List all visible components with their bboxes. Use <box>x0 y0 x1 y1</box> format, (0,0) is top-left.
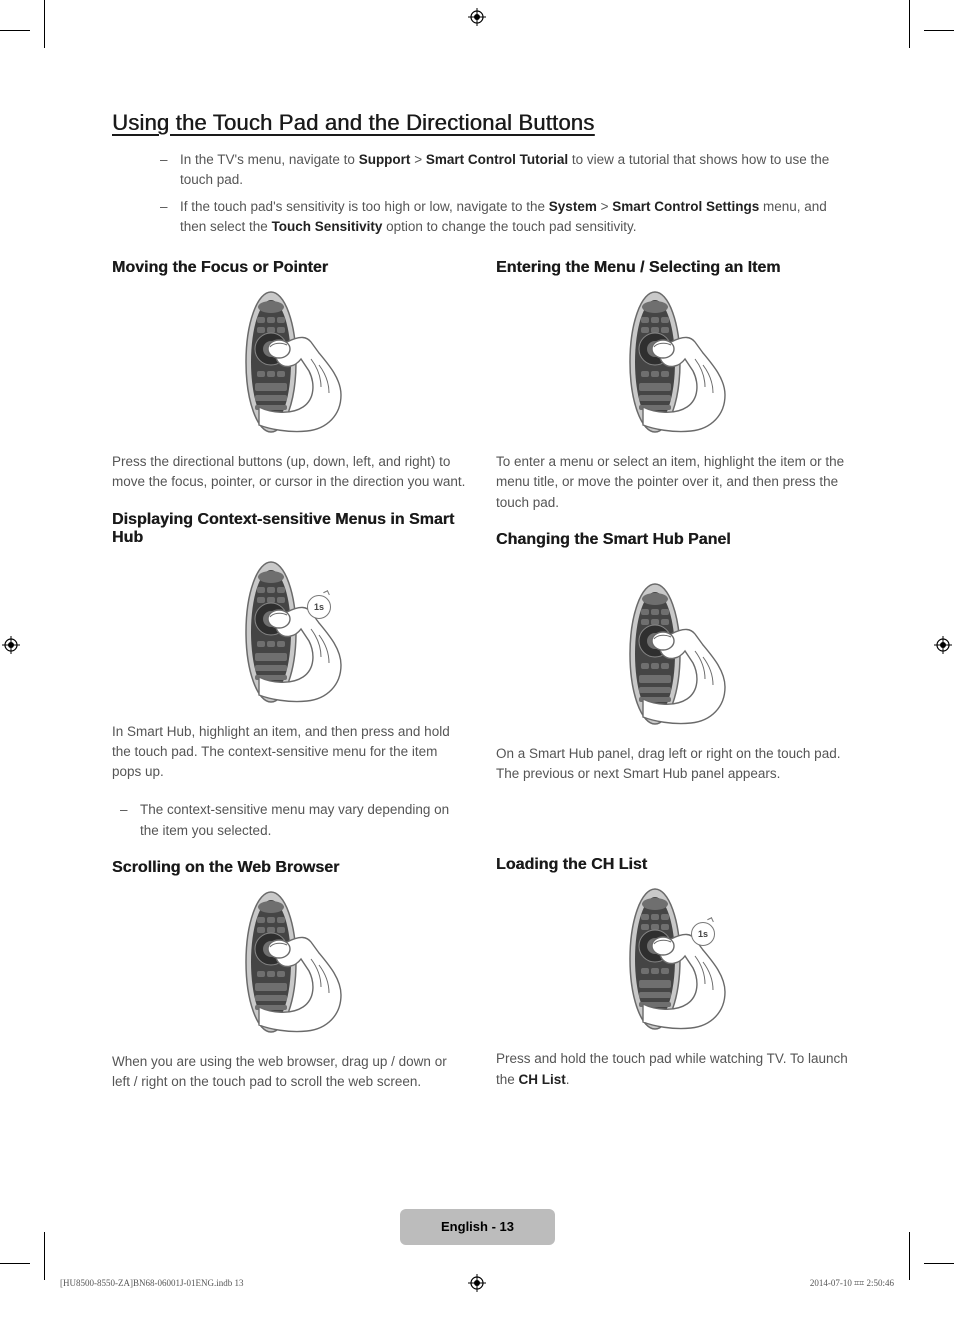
remote-illustration <box>112 887 466 1042</box>
section-description: To enter a menu or select an item, highl… <box>496 452 850 513</box>
intro-item: In the TV's menu, navigate to Support > … <box>170 150 850 191</box>
print-footer: [HU8500-8550-ZA]BN68-06001J-01ENG.indb 1… <box>60 1278 894 1289</box>
remote-illustration: 1s <box>496 884 850 1039</box>
remote-illustration: 1s <box>112 557 466 712</box>
registration-mark-icon <box>2 636 20 654</box>
section-title: Loading the CH List <box>496 856 850 874</box>
page-number-pill: English - 13 <box>400 1209 555 1245</box>
left-column: Moving the Focus or Pointer Press the di… <box>112 259 466 1110</box>
section-description: On a Smart Hub panel, drag left or right… <box>496 744 850 785</box>
section-description: Press the directional buttons (up, down,… <box>112 452 466 493</box>
section-description: In Smart Hub, highlight an item, and the… <box>112 722 466 783</box>
section-title: Changing the Smart Hub Panel <box>496 531 850 549</box>
page-title: Using the Touch Pad and the Directional … <box>112 110 850 136</box>
intro-list: In the TV's menu, navigate to Support > … <box>130 150 850 237</box>
remote-illustration <box>496 579 850 734</box>
registration-mark-icon <box>934 636 952 654</box>
remote-illustration <box>496 287 850 442</box>
footer-timestamp: 2014-07-10 ⌗⌗ 2:50:46 <box>810 1278 894 1289</box>
intro-item: If the touch pad's sensitivity is too hi… <box>170 197 850 238</box>
footer-filename: [HU8500-8550-ZA]BN68-06001J-01ENG.indb 1… <box>60 1278 243 1289</box>
section-note: The context-sensitive menu may vary depe… <box>112 800 466 841</box>
section-title: Displaying Context-sensitive Menus in Sm… <box>112 511 466 547</box>
hold-timer-icon: 1s <box>307 595 331 619</box>
right-column: Entering the Menu / Selecting an Item To… <box>496 259 850 1110</box>
section-description: When you are using the web browser, drag… <box>112 1052 466 1093</box>
section-title: Scrolling on the Web Browser <box>112 859 466 877</box>
section-description: Press and hold the touch pad while watch… <box>496 1049 850 1090</box>
remote-illustration <box>112 287 466 442</box>
registration-mark-icon <box>468 8 486 26</box>
section-title: Moving the Focus or Pointer <box>112 259 466 277</box>
section-title: Entering the Menu / Selecting an Item <box>496 259 850 277</box>
